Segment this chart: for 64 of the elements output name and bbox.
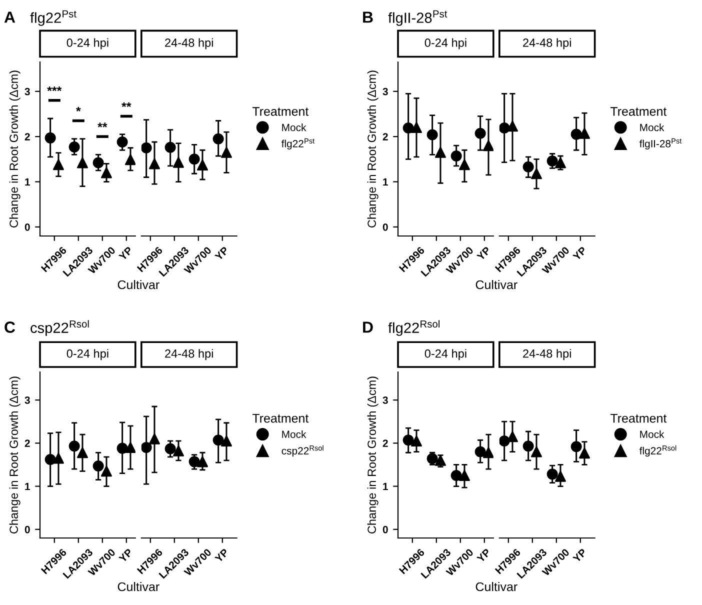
text: D	[363, 322, 373, 333]
legend-title: Treatment	[610, 414, 667, 423]
y-tick-label: 1	[25, 482, 30, 490]
y-tick-label: 2	[24, 440, 30, 447]
y-axis-title: Change in Root Growth (Δcm)	[367, 376, 378, 534]
text: 0-24 hpi	[424, 38, 466, 50]
y-tick-label: 3	[24, 88, 30, 96]
y-tick-label: 2	[382, 440, 388, 447]
text: 24-48 hpi	[523, 38, 571, 50]
y-tick-label: 1	[383, 482, 388, 490]
x-tick-label: YP	[572, 548, 587, 563]
x-tick-label: YP	[476, 246, 491, 261]
y-tick-label: 3	[382, 88, 388, 96]
annotation: **	[122, 102, 132, 107]
legend-title: Treatment	[252, 414, 309, 423]
x-tick-label: YP	[118, 548, 133, 563]
x-tick-label: YP	[572, 246, 587, 261]
y-tick-label: 1	[383, 178, 388, 186]
legend-label: Mock	[282, 430, 306, 438]
text: 0-24 hpi	[66, 38, 108, 50]
y-tick-label: 2	[382, 133, 388, 140]
annotation: ***	[47, 86, 62, 92]
y-tick-label: 1	[25, 178, 30, 186]
text: C	[4, 322, 16, 333]
chart-title: flg22$^{Pst}$	[30, 10, 76, 26]
x-axis-title: Cultivar	[476, 280, 518, 290]
x-tick-label: YP	[214, 246, 229, 261]
text: 0-24 hpi	[66, 349, 108, 360]
text: 0-24 hpi	[424, 349, 466, 360]
legend-label: flgII-28$^{Pst}$	[639, 138, 682, 150]
y-tick-label: 0	[382, 526, 388, 534]
chart-title: csp22$^{Rsol}$	[30, 320, 89, 336]
chart-title: flg22$^{Rsol}$	[388, 320, 440, 336]
legend-label: Mock	[640, 124, 664, 132]
y-tick-label: 2	[24, 133, 30, 140]
y-tick-label: 3	[24, 396, 30, 404]
text: 24-48 hpi	[523, 349, 571, 360]
y-tick-label: 0	[382, 223, 388, 231]
text: 24-48 hpi	[165, 38, 213, 50]
legend-label: csp22$^{Rsol}$	[282, 445, 324, 457]
annotation: **	[98, 122, 108, 128]
y-tick-label: 3	[382, 396, 388, 404]
chart-title: flgII-28$^{Pst}$	[388, 10, 448, 26]
y-axis-title: Change in Root Growth (Δcm)	[9, 70, 20, 228]
y-axis-title: Change in Root Growth (Δcm)	[9, 376, 20, 534]
legend-title: Treatment	[252, 107, 309, 116]
legend-label: Mock	[282, 124, 306, 132]
text: 24-48 hpi	[165, 349, 213, 360]
y-tick-label: 0	[24, 223, 30, 231]
legend-label: flg22$^{Pst}$	[281, 138, 315, 150]
x-axis-title: Cultivar	[476, 582, 518, 592]
x-axis-title: Cultivar	[118, 280, 160, 290]
x-tick-label: YP	[118, 246, 133, 261]
legend-title: Treatment	[610, 107, 667, 116]
x-tick-label: YP	[476, 548, 491, 563]
legend-label: Mock	[640, 430, 664, 438]
x-tick-label: YP	[214, 548, 229, 563]
annotation: *	[76, 106, 81, 112]
y-tick-label: 0	[24, 526, 30, 534]
x-axis-title: Cultivar	[118, 582, 160, 592]
legend-label: flg22$^{Rsol}$	[639, 445, 676, 457]
text: A	[4, 12, 16, 23]
y-axis-title: Change in Root Growth (Δcm)	[367, 70, 378, 228]
text: B	[363, 12, 373, 23]
